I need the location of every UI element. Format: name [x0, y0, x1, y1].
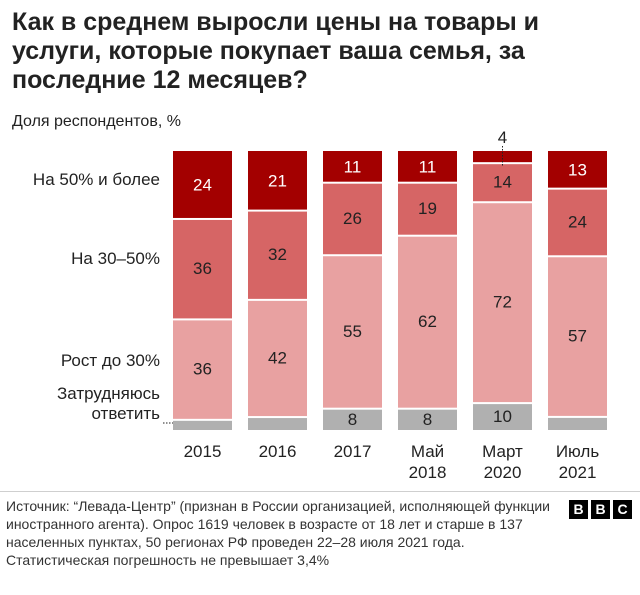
data-label: 19: [418, 199, 437, 218]
data-label: 11: [344, 157, 362, 176]
x-tick-label: 2015: [184, 442, 222, 461]
x-tick-label: 2017: [334, 442, 372, 461]
bar-segment: [398, 236, 457, 408]
data-label: 24: [568, 212, 587, 231]
bar-segment: [548, 189, 607, 256]
chart-title: Как в среднем выросли цены на товары и у…: [12, 8, 540, 94]
bar-segment: [323, 151, 382, 182]
data-label: 8: [348, 410, 357, 429]
bbc-logo: B B C: [569, 500, 632, 519]
chart-subtitle: Доля респондентов, %: [12, 113, 181, 130]
logo-letter: B: [591, 500, 610, 519]
legend-label: ответить: [91, 404, 160, 423]
x-tick-label: Май: [411, 442, 444, 461]
bar-segment: [548, 151, 607, 188]
data-label: 21: [268, 171, 287, 190]
data-label: 32: [268, 245, 287, 264]
data-label: 13: [568, 160, 587, 179]
data-label: 8: [423, 410, 432, 429]
bar-segment: [248, 418, 307, 430]
data-label: 36: [193, 360, 212, 379]
logo-letter: C: [613, 500, 632, 519]
bar-segment: [248, 300, 307, 417]
legend-label: На 50% и более: [33, 170, 160, 189]
stacked-bar-chart: 36 36 24 2015 42 32 21 2016 8 55 26 11 2017 8 62 19 11 Ма…: [33, 128, 607, 482]
legend-label: Рост до 30%: [61, 351, 160, 370]
bar-segment: [323, 256, 382, 408]
data-label: 62: [418, 312, 437, 331]
x-tick-label: Март: [482, 442, 523, 461]
bar-segment: [248, 211, 307, 299]
bar-segment: [248, 151, 307, 210]
legend-label: Затрудняюсь: [57, 384, 160, 403]
x-tick-label: Июль: [556, 442, 600, 461]
data-label: 4: [498, 128, 507, 147]
bar-segment: [173, 219, 232, 319]
footer-divider: [0, 491, 640, 492]
bar-segment: [473, 164, 532, 202]
data-label: 55: [343, 322, 362, 341]
bar-segment: [473, 404, 532, 430]
x-tick-label: 2020: [484, 463, 522, 482]
data-label: 10: [493, 407, 512, 426]
bar-segment: [398, 151, 457, 182]
data-label: 24: [193, 175, 212, 194]
bar-segment: [473, 203, 532, 403]
source-note: Источник: “Левада-Центр” (признан в Росс…: [6, 498, 550, 568]
data-label: 57: [568, 327, 587, 346]
data-label: 72: [493, 293, 512, 312]
legend-label: На 30–50%: [71, 249, 160, 268]
x-tick-label: 2018: [409, 463, 447, 482]
x-tick-label: 2016: [259, 442, 297, 461]
data-label: 26: [343, 209, 362, 228]
bar-segment: [548, 417, 607, 430]
data-label: 42: [268, 348, 287, 367]
bar-segment: [173, 420, 232, 430]
bar-segment: [323, 409, 382, 430]
data-label: 11: [419, 157, 437, 176]
data-label: 14: [493, 173, 512, 192]
bar-segment: [173, 151, 232, 218]
bar-segment: [398, 409, 457, 430]
bar-segment: [473, 151, 532, 163]
bar-segment: [548, 257, 607, 416]
bar-segment: [398, 183, 457, 235]
bar-segment: [173, 320, 232, 419]
bar-segment: [323, 183, 382, 255]
x-tick-label: 2021: [559, 463, 597, 482]
logo-letter: B: [569, 500, 588, 519]
data-label: 36: [193, 259, 212, 278]
